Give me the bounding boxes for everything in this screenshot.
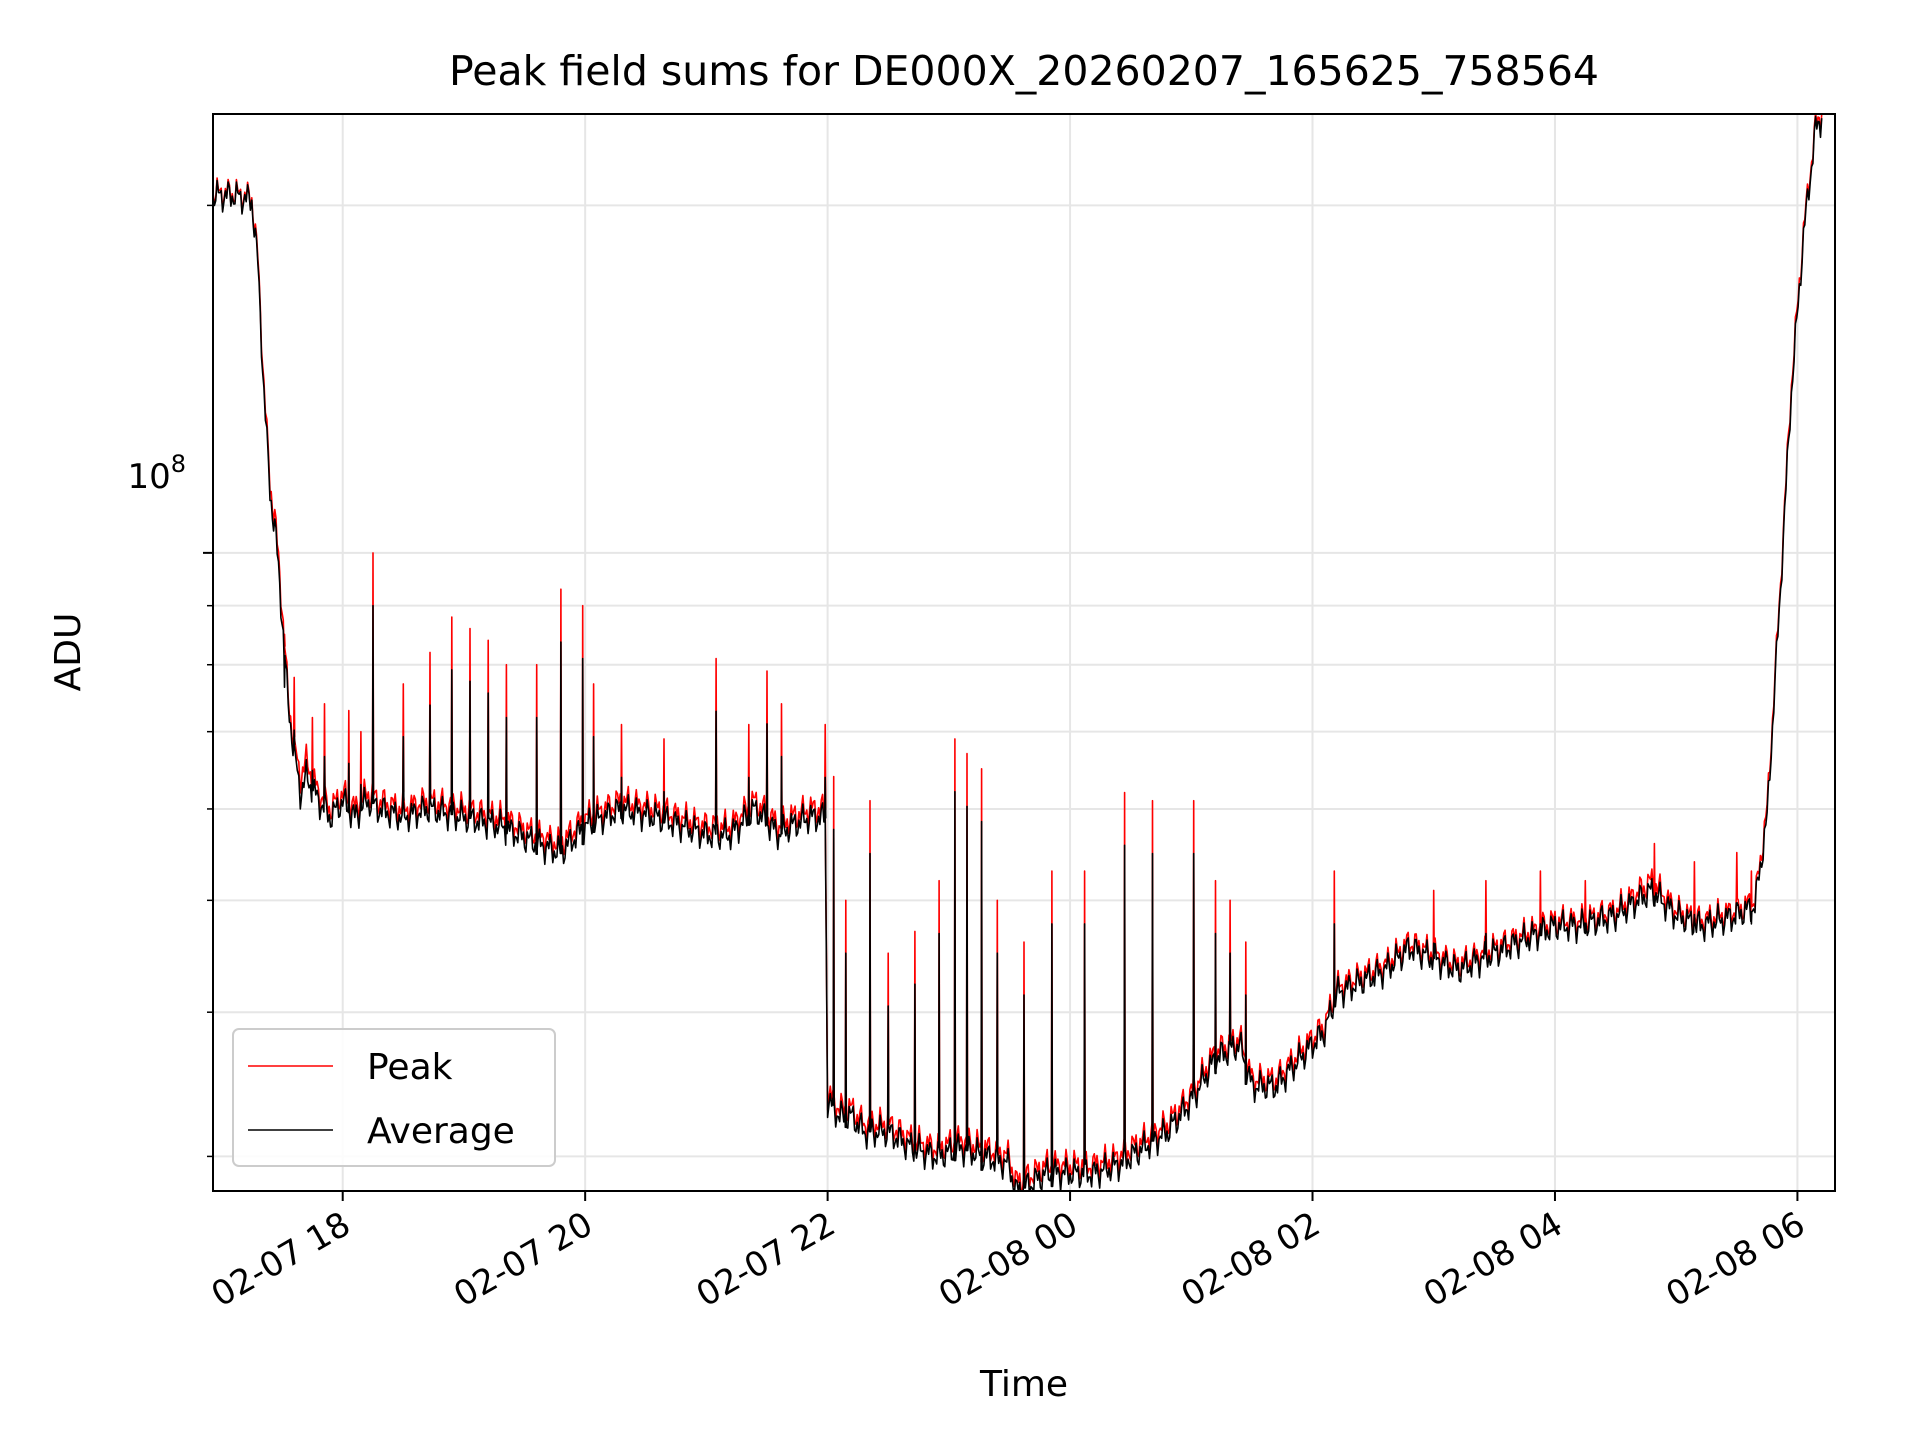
legend-box [232,1028,556,1167]
y-tick-label-1e8: 108 [127,450,186,497]
y-tick-label-exponent: 8 [171,450,186,478]
legend-label-average: Average [367,1111,515,1152]
x-axis-label: Time [979,1364,1068,1405]
y-axis-label: ADU [48,613,89,692]
grid-lines [213,114,1835,1191]
y-axis: 108 [127,204,213,1158]
legend-label-peak: Peak [367,1047,453,1088]
series-line-average [213,115,1823,1191]
plot-area-frame [212,113,1836,1192]
chart-title: Peak field sums for DE000X_20260207_1656… [449,47,1599,95]
y-tick-label-base: 10 [127,457,170,497]
legend: Peak Average [232,1028,556,1167]
